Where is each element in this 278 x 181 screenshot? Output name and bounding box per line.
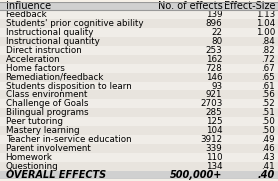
Text: 500,000+: 500,000+	[170, 170, 222, 180]
Text: .51: .51	[262, 108, 275, 117]
Text: .72: .72	[262, 55, 275, 64]
Text: Remediation/feedback: Remediation/feedback	[6, 73, 104, 82]
Text: 162: 162	[206, 55, 222, 64]
Text: Parent involvement: Parent involvement	[6, 144, 90, 153]
Text: 139: 139	[206, 10, 222, 19]
Text: 134: 134	[206, 162, 222, 171]
Text: 728: 728	[206, 64, 222, 73]
Bar	[0, 153, 278, 162]
Text: Home factors: Home factors	[6, 64, 64, 73]
Text: 339: 339	[206, 144, 222, 153]
Text: .50: .50	[261, 117, 275, 126]
Text: 146: 146	[206, 73, 222, 82]
Bar	[0, 171, 278, 180]
Text: Influence: Influence	[6, 1, 51, 11]
Text: 125: 125	[206, 117, 222, 126]
Bar	[0, 1, 278, 10]
Text: .52: .52	[262, 99, 275, 108]
Bar	[0, 108, 278, 117]
Bar	[0, 55, 278, 64]
Bar	[0, 82, 278, 90]
Bar	[0, 64, 278, 73]
Text: .41: .41	[262, 162, 275, 171]
Text: 110: 110	[206, 153, 222, 162]
Text: 253: 253	[206, 46, 222, 55]
Text: Acceleration: Acceleration	[6, 55, 60, 64]
Bar	[0, 162, 278, 171]
Text: Questioning: Questioning	[6, 162, 58, 171]
Text: 1.13: 1.13	[256, 10, 275, 19]
Bar	[0, 37, 278, 46]
Bar	[0, 73, 278, 82]
Bar	[0, 19, 278, 28]
Text: Effect-Size: Effect-Size	[224, 1, 275, 11]
Text: Teacher in-service education: Teacher in-service education	[6, 135, 131, 144]
Bar	[0, 144, 278, 153]
Text: 921: 921	[206, 90, 222, 99]
Bar	[0, 126, 278, 135]
Text: .49: .49	[262, 135, 275, 144]
Bar	[0, 99, 278, 108]
Text: .84: .84	[262, 37, 275, 46]
Bar	[0, 28, 278, 37]
Text: Direct instruction: Direct instruction	[6, 46, 81, 55]
Bar	[0, 117, 278, 126]
Text: 896: 896	[206, 19, 222, 28]
Text: Bilingual programs: Bilingual programs	[6, 108, 88, 117]
Bar	[0, 46, 278, 55]
Text: 1.04: 1.04	[256, 19, 275, 28]
Text: Instructional quantity: Instructional quantity	[6, 37, 99, 46]
Text: 1.00: 1.00	[256, 28, 275, 37]
Text: Peer tutoring: Peer tutoring	[6, 117, 63, 126]
Text: .65: .65	[262, 73, 275, 82]
Text: Students' prior cognitive ability: Students' prior cognitive ability	[6, 19, 143, 28]
Text: Instructional quality: Instructional quality	[6, 28, 93, 37]
Text: 93: 93	[211, 82, 222, 90]
Text: 104: 104	[206, 126, 222, 135]
Text: Students disposition to learn: Students disposition to learn	[6, 82, 131, 90]
Text: .40: .40	[258, 170, 275, 180]
Text: 285: 285	[206, 108, 222, 117]
Bar	[0, 90, 278, 99]
Text: 22: 22	[211, 28, 222, 37]
Text: .43: .43	[262, 153, 275, 162]
Text: 80: 80	[211, 37, 222, 46]
Text: .67: .67	[262, 64, 275, 73]
Text: 2703: 2703	[200, 99, 222, 108]
Text: Feedback: Feedback	[6, 10, 47, 19]
Text: .61: .61	[262, 82, 275, 90]
Text: .46: .46	[262, 144, 275, 153]
Bar	[0, 135, 278, 144]
Text: 3912: 3912	[200, 135, 222, 144]
Text: Mastery learning: Mastery learning	[6, 126, 79, 135]
Text: No. of effects: No. of effects	[158, 1, 222, 11]
Text: Homework: Homework	[6, 153, 53, 162]
Text: Class environment: Class environment	[6, 90, 87, 99]
Text: .50: .50	[261, 126, 275, 135]
Bar	[0, 10, 278, 19]
Text: .56: .56	[262, 90, 275, 99]
Text: OVERALL EFFECTS: OVERALL EFFECTS	[6, 170, 106, 180]
Text: Challenge of Goals: Challenge of Goals	[6, 99, 88, 108]
Text: .82: .82	[262, 46, 275, 55]
